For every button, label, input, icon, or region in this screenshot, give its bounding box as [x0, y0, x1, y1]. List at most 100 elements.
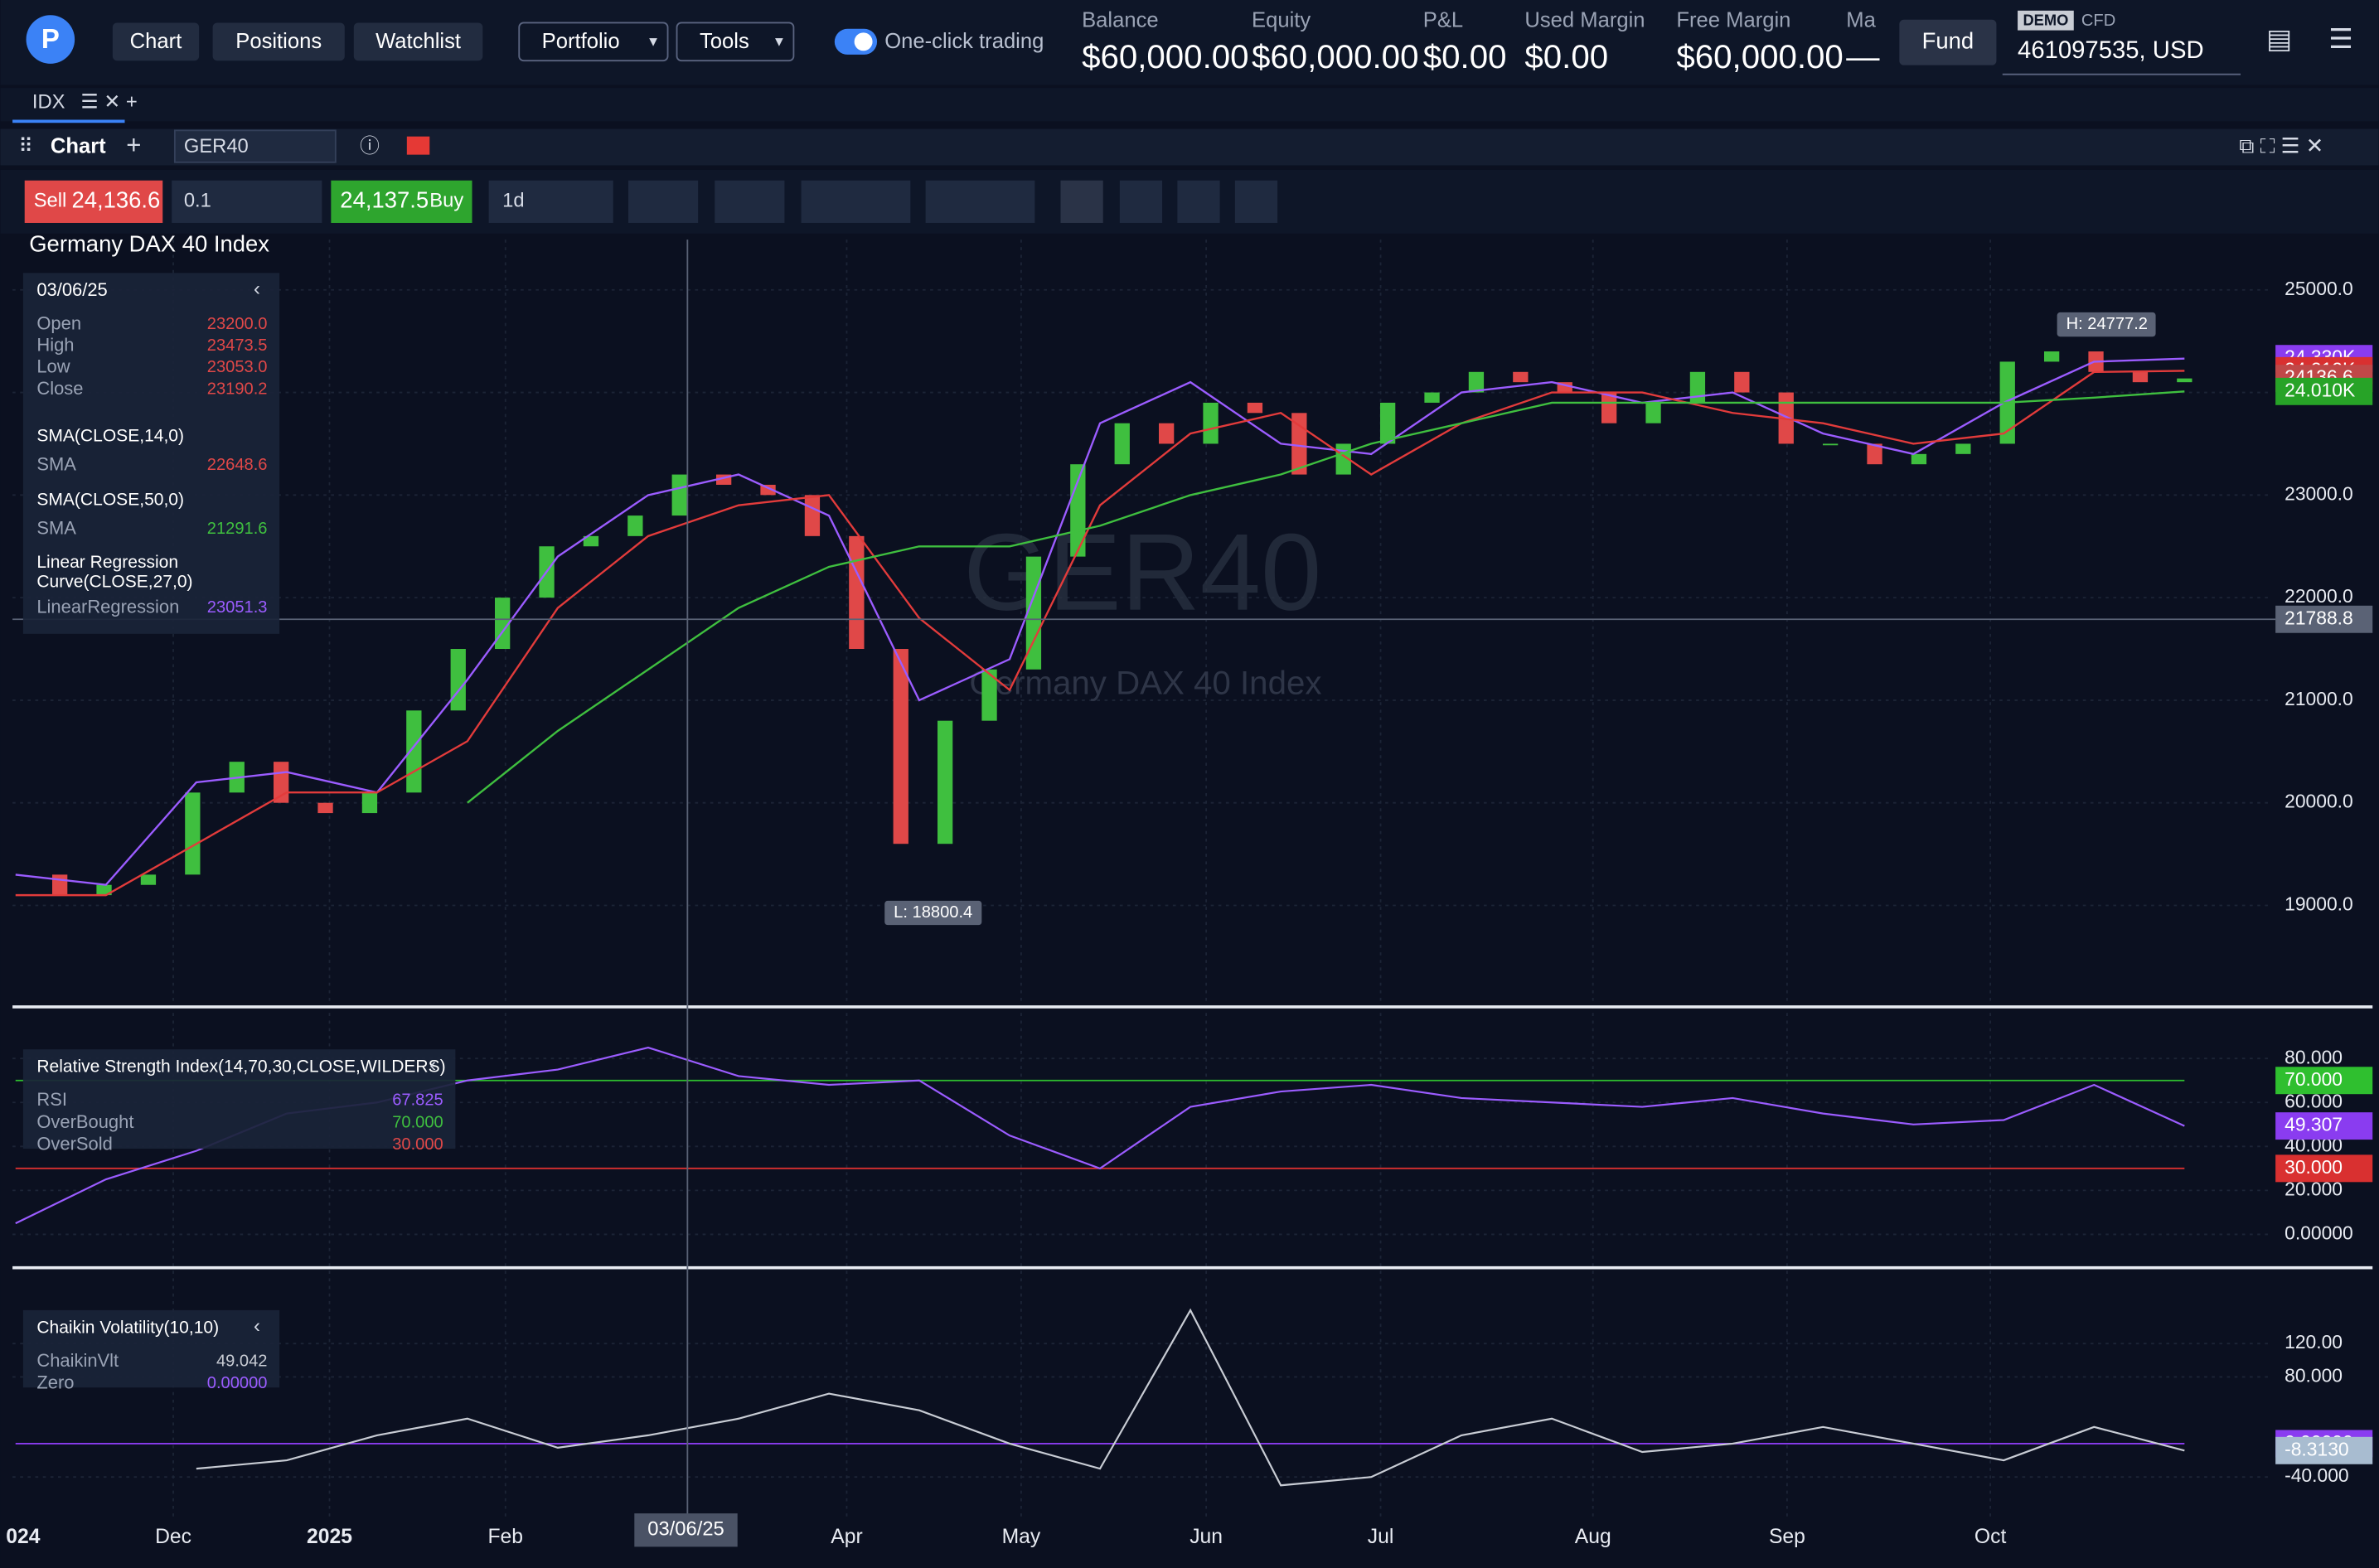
drag-handle[interactable]: ⠿ — [18, 135, 32, 157]
nav-label[interactable]: Positions — [235, 30, 322, 53]
sell-button[interactable] — [24, 180, 163, 223]
last-value-tag: 49.307 — [2285, 1114, 2343, 1135]
layout-icon[interactable]: ▤ — [2266, 23, 2292, 54]
crosshair-label: 03/06/25 — [647, 1518, 724, 1541]
candle — [981, 669, 997, 721]
sell-label[interactable]: Sell — [34, 190, 67, 212]
interval[interactable]: 1d — [502, 190, 524, 212]
info-value: 23190.2 — [207, 380, 268, 398]
nav-button[interactable] — [353, 22, 483, 61]
y-tick-label: 21000.0 — [2285, 688, 2353, 709]
y-tick-label: 25000.0 — [2285, 278, 2353, 299]
low-label-bg — [884, 900, 982, 926]
menu-label[interactable]: Portfolio — [542, 30, 620, 53]
menu-icon[interactable]: ☰ — [2328, 23, 2353, 54]
nav-button[interactable] — [212, 22, 345, 61]
candle — [627, 515, 643, 536]
symbol-input[interactable] — [173, 129, 337, 163]
studies[interactable] — [1177, 180, 1220, 223]
fund-label[interactable]: Fund — [1922, 27, 1974, 53]
menu-caret[interactable]: ▼ — [647, 35, 660, 50]
candle — [1203, 402, 1219, 444]
menu-button[interactable] — [518, 22, 669, 62]
legend-key: Zero — [36, 1372, 74, 1392]
time-tool[interactable] — [801, 180, 911, 223]
candle — [1955, 443, 1971, 454]
info-icon[interactable]: ⓘ — [360, 135, 380, 157]
quantity[interactable]: 0.1 — [184, 190, 211, 212]
collapse[interactable]: ‹ — [429, 1054, 436, 1077]
chart-type[interactable] — [627, 180, 699, 223]
logo[interactable] — [26, 15, 75, 64]
zoom-out[interactable] — [1060, 180, 1103, 223]
toggle-label: One-click trading — [884, 30, 1044, 53]
toggle-knob[interactable] — [854, 32, 873, 51]
stat-label: P&L — [1423, 8, 1463, 31]
candle — [1513, 371, 1529, 383]
settings[interactable] — [1234, 180, 1278, 223]
y-tick-label: 0.00000 — [2285, 1222, 2353, 1243]
interval-select[interactable] — [488, 180, 613, 223]
x-tick-label: Jul — [1368, 1526, 1394, 1548]
menu-label[interactable]: Tools — [700, 30, 749, 53]
nav-label[interactable]: Watchlist — [376, 30, 461, 53]
fund-button[interactable] — [1899, 19, 1997, 65]
collapse[interactable]: ‹ — [254, 1314, 260, 1337]
chart-title: Germany DAX 40 Index — [29, 231, 269, 257]
info-key: High — [36, 335, 74, 356]
demo-label: DEMO — [2023, 11, 2068, 28]
sell-price[interactable]: 24,136.6 — [71, 187, 160, 213]
panel-title: Chart — [51, 134, 106, 157]
tab[interactable]: IDX — [32, 91, 65, 114]
crosshair-tool[interactable] — [715, 180, 785, 223]
y-tick-label: 22000.0 — [2285, 585, 2353, 607]
buy-label[interactable]: Buy — [429, 190, 463, 212]
info-box — [22, 273, 280, 634]
legend-value: 49.042 — [216, 1352, 268, 1370]
price-tag-bg — [2275, 377, 2373, 405]
buy-price[interactable]: 24,137.5 — [340, 187, 429, 213]
add-button[interactable]: + — [126, 131, 141, 160]
stat-value: $60,000.00 — [1252, 38, 1418, 75]
menu-caret[interactable]: ▼ — [773, 35, 786, 50]
watermark-subtitle: Germany DAX 40 Index — [969, 665, 1321, 702]
info-value: 23200.0 — [207, 315, 268, 333]
nav-label[interactable]: Chart — [130, 30, 182, 53]
collapse[interactable]: ‹ — [254, 278, 260, 300]
indicator-line — [196, 1308, 2185, 1487]
price-tag: 21788.8 — [2285, 607, 2353, 628]
indicator-value: 23051.3 — [207, 598, 268, 617]
color-chip[interactable] — [406, 136, 430, 155]
legend-value: 70.000 — [392, 1113, 443, 1131]
legend-key: RSI — [36, 1089, 67, 1110]
candle — [583, 535, 599, 547]
tab-menu[interactable]: ☰ ✕ + — [80, 91, 137, 114]
buy-button[interactable] — [331, 180, 472, 223]
y-tick-label: 120.00 — [2285, 1331, 2343, 1353]
level-tag-bg — [2275, 1067, 2373, 1095]
quantity-select[interactable] — [172, 180, 322, 223]
account[interactable]: 461097535, USD — [2018, 37, 2204, 64]
tab-bar — [0, 88, 2379, 122]
draw-tool[interactable] — [925, 180, 1035, 223]
candle — [893, 649, 908, 844]
info-key: Open — [36, 312, 81, 333]
candle — [185, 792, 201, 875]
nav-button[interactable] — [112, 22, 200, 61]
legend-value: 30.000 — [392, 1135, 443, 1154]
legend-value: 67.825 — [392, 1091, 443, 1110]
candle — [361, 792, 378, 814]
legend-key: OverSold — [36, 1133, 112, 1154]
stat-value: — — [1846, 38, 1880, 75]
symbol[interactable]: GER40 — [184, 135, 249, 157]
zoom-in[interactable] — [1119, 180, 1163, 223]
candle — [1247, 402, 1263, 414]
stat-label: Balance — [1082, 8, 1159, 31]
window-controls[interactable]: ⧉ ⛶ ☰ ✕ — [2239, 134, 2323, 157]
indicator-value: 22648.6 — [207, 456, 268, 474]
y-tick-label: 80.000 — [2285, 1364, 2343, 1386]
menu-button[interactable] — [676, 22, 795, 62]
legend-box — [22, 1309, 280, 1388]
